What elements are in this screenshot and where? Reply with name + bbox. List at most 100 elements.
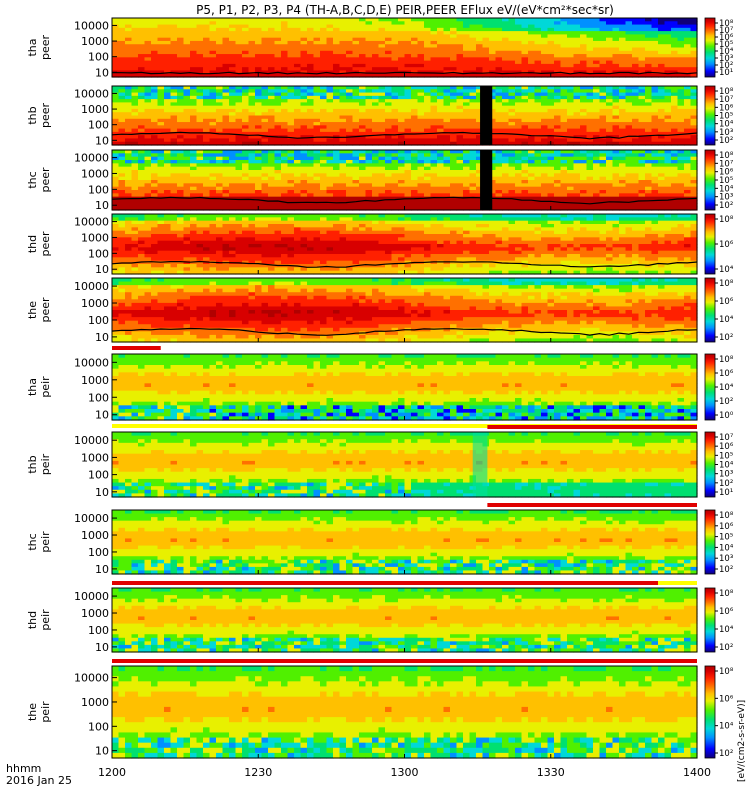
spectrogram-cell — [307, 193, 315, 198]
spectrogram-cell — [307, 186, 315, 191]
spectrogram-cell — [372, 54, 380, 58]
spectrogram-cell — [450, 131, 458, 136]
spectrogram-cell — [287, 203, 295, 208]
spectrogram-cell — [118, 206, 126, 211]
spectrogram-cell — [339, 186, 347, 191]
spectrogram-cell — [274, 173, 282, 178]
spectrogram-cell — [547, 34, 555, 39]
spectrogram-cell — [437, 131, 445, 136]
spectrogram-cell — [456, 200, 464, 204]
spectrogram-cell — [476, 122, 484, 126]
spectrogram-cell — [138, 135, 146, 140]
spectrogram-cell — [684, 54, 692, 58]
spectrogram-cell — [170, 54, 178, 58]
spectrogram-cell — [307, 112, 315, 117]
spectrogram-cell — [476, 173, 484, 178]
spectrogram-cell — [268, 95, 276, 100]
spectrogram-cell — [560, 163, 568, 168]
spectrogram-cell — [339, 160, 347, 164]
spectrogram-cell — [112, 115, 120, 120]
spectrogram-cell — [508, 118, 516, 123]
spectrogram-cell — [125, 63, 133, 68]
spectrogram-cell — [612, 89, 620, 94]
spectrogram-cell — [502, 135, 510, 140]
spectrogram-cell — [326, 190, 334, 194]
spectrogram-cell — [690, 92, 698, 97]
spectrogram-cell — [268, 86, 276, 90]
spectrogram-cell — [378, 99, 386, 103]
spectrogram-cell — [469, 150, 477, 154]
spectrogram-cell — [411, 203, 419, 208]
spectrogram-cell — [112, 163, 120, 168]
spectrogram-cell — [216, 31, 224, 35]
spectrogram-cell — [352, 153, 360, 158]
spectrogram-cell — [521, 186, 529, 191]
spectrogram-cell — [196, 153, 204, 158]
spectrogram-cell — [378, 63, 386, 68]
spectrogram-cell — [391, 150, 399, 154]
spectrogram-cell — [521, 18, 529, 22]
spectrogram-cell — [300, 95, 308, 100]
spectrogram-cell — [352, 176, 360, 181]
spectrogram-cell — [489, 44, 497, 49]
spectrogram-cell — [144, 135, 152, 140]
spectrogram-cell — [164, 105, 172, 110]
spectrogram-cell — [489, 105, 497, 110]
spectrogram-cell — [300, 60, 308, 65]
spectrogram-cell — [443, 105, 451, 110]
spectrogram-cell — [385, 27, 393, 32]
spectrogram-cell — [190, 190, 198, 194]
spectrogram-cell — [255, 24, 263, 29]
spectrogram-cell — [294, 118, 302, 123]
spectrogram-cell — [495, 92, 503, 97]
spectrogram-cell — [664, 40, 672, 45]
spectrogram-cell — [203, 173, 211, 178]
spectrogram-cell — [528, 135, 536, 140]
spectrogram-cell — [216, 180, 224, 184]
spectrogram-cell — [274, 89, 282, 94]
spectrogram-cell — [365, 105, 373, 110]
spectrogram-cell — [391, 156, 399, 161]
spectrogram-cell — [144, 54, 152, 58]
spectrogram-cell — [359, 200, 367, 204]
spectrogram-cell — [424, 160, 432, 164]
spectrogram-cell — [294, 125, 302, 130]
spectrogram-cell — [183, 31, 191, 35]
spectrogram-cell — [359, 186, 367, 191]
spectrogram-cell — [157, 24, 165, 29]
spectrogram-cell — [411, 95, 419, 100]
spectrogram-cell — [222, 118, 230, 123]
spectrogram-cell — [203, 60, 211, 65]
spectrogram-cell — [125, 95, 133, 100]
spectrogram-cell — [320, 40, 328, 45]
spectrogram-cell — [398, 138, 406, 143]
spectrogram-cell — [593, 118, 601, 123]
spectrogram-cell — [112, 135, 120, 140]
spectrogram-cell — [216, 73, 224, 78]
spectrogram-cell — [203, 105, 211, 110]
spectrogram-cell — [118, 156, 126, 161]
spectrogram-cell — [359, 73, 367, 78]
spectrogram-cell — [638, 115, 646, 120]
spectrogram-cell — [632, 125, 640, 130]
spectrogram-cell — [229, 190, 237, 194]
spectrogram-cell — [690, 54, 698, 58]
spectrogram-cell — [515, 115, 523, 120]
spectrogram-cell — [365, 44, 373, 49]
spectrogram-cell — [346, 57, 354, 62]
spectrogram-cell — [463, 131, 471, 136]
spectrogram-cell — [144, 31, 152, 35]
spectrogram-cell — [274, 138, 282, 143]
spectrogram-cell — [268, 89, 276, 94]
spectrogram-cell — [229, 128, 237, 133]
spectrogram-cell — [463, 163, 471, 168]
spectrogram-cell — [359, 160, 367, 164]
spectrogram-cell — [307, 24, 315, 29]
spectrogram-cell — [287, 141, 295, 146]
spectrogram-cell — [684, 57, 692, 62]
spectrogram-cell — [190, 186, 198, 191]
spectrogram-cell — [411, 99, 419, 103]
spectrogram-cell — [521, 203, 529, 208]
spectrogram-cell — [372, 63, 380, 68]
spectrogram-cell — [235, 160, 243, 164]
